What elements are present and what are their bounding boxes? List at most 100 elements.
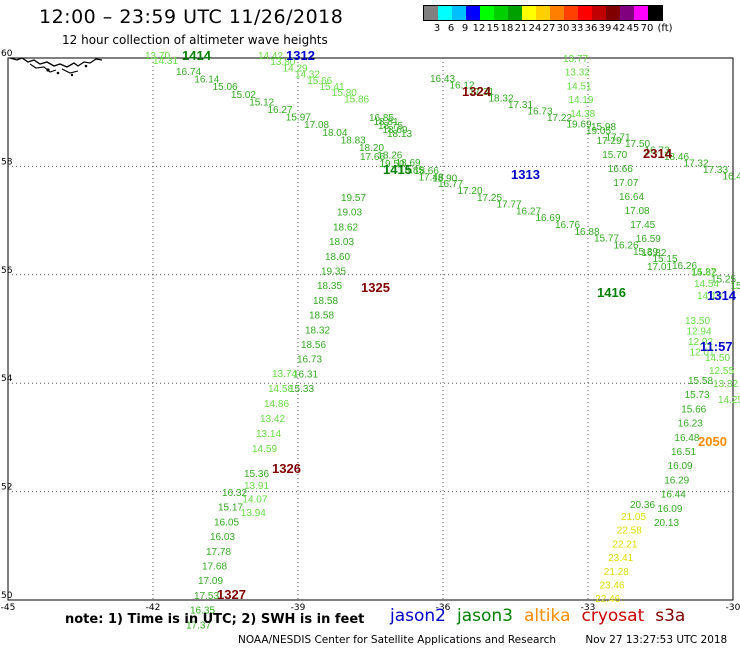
longitude-label: -42: [146, 603, 161, 613]
altimeter-tracks: 13.7014.3116.7416.1415.0615.0215.1216.27…: [145, 51, 740, 631]
scale-swatch: [522, 6, 536, 20]
wave-height-value: 16.64: [619, 192, 644, 203]
wave-height-value: 16.76: [555, 220, 580, 231]
wave-height-value: 16.69: [536, 213, 561, 224]
wave-height-value: 17.48: [419, 172, 444, 183]
scale-label: 70: [640, 23, 654, 34]
wave-height-value: 17.01: [647, 262, 672, 273]
color-scale-legend: 3 6 9 12 15 18 21 24 27 30 33 36 39 42 45 70 (ft): [423, 5, 673, 34]
latitude-label: 58: [1, 157, 13, 167]
wave-height-value: 17.66: [360, 152, 385, 163]
wave-height-value: 16.77: [438, 179, 463, 190]
wave-height-value: 14.31: [153, 56, 178, 67]
latitude-label: 52: [1, 483, 12, 493]
track-segment: 15.36: [244, 469, 269, 480]
latitude-label: 50: [1, 591, 13, 601]
wave-height-value: 16.73: [645, 146, 670, 157]
scale-label: 36: [584, 23, 598, 34]
wave-height-value: 17.32: [684, 159, 709, 170]
lat-lon-grid: 60 58 56 54 52 50 -45 -42 -39 -36 -33 -30: [1, 49, 740, 613]
wave-height-value: 18.81: [374, 117, 399, 128]
wave-height-value: 21.05: [621, 512, 646, 523]
wave-height-value: 15.39: [633, 247, 658, 258]
scale-swatch: [438, 6, 452, 20]
wave-height-value: 15.12: [249, 97, 274, 108]
latitude-label: 54: [1, 374, 13, 384]
wave-height-value: 13.80: [270, 57, 295, 68]
scale-label: 21: [514, 23, 528, 34]
wave-height-value: 14.38: [570, 109, 595, 120]
wave-height-value: 18.60: [325, 252, 350, 263]
wave-height-value: 15.20: [731, 281, 740, 292]
wave-height-value: 17.78: [206, 547, 231, 558]
wave-height-value: 19.57: [341, 193, 366, 204]
wave-height-value: 18.20: [359, 143, 384, 154]
wave-height-value: 19.50: [380, 159, 405, 170]
wave-height-value: 14.19: [697, 291, 722, 302]
wave-height-value: 15.41: [320, 82, 345, 93]
wave-height-value: 16.03: [210, 532, 235, 543]
longitude-label: -39: [291, 603, 306, 613]
credit-text: NOAA/NESDIS Center for Satellite Applica…: [238, 634, 556, 646]
wave-height-value: 15.33: [289, 384, 314, 395]
wave-height-value: 16.43: [430, 74, 455, 85]
scale-label: 27: [542, 23, 556, 34]
wave-height-value: 16.27: [516, 206, 541, 217]
wave-height-value: 14.51: [567, 81, 592, 92]
pass-id-label: 1324: [462, 84, 492, 99]
wave-height-value: 18.46: [664, 152, 689, 163]
wave-height-value: 18.85: [399, 166, 424, 177]
units-note: note: 1) Time is in UTC; 2) SWH is in fe…: [65, 612, 365, 627]
wave-height-value: 15.82: [692, 268, 717, 279]
wave-height-value: 19.05: [586, 126, 611, 137]
wave-height-value: 18.35: [317, 281, 342, 292]
greenland-coastline: [9, 57, 103, 77]
scale-label: 24: [528, 23, 542, 34]
wave-height-value: 13.74: [272, 369, 297, 380]
track-segment: 16.4316.1217.3118.3217.3116.7317.2219.69…: [430, 74, 740, 183]
scale-label: 30: [556, 23, 570, 34]
wave-height-value: 15.36: [244, 469, 269, 480]
wave-height-value: 17.37: [186, 620, 211, 631]
scale-label: 15: [486, 23, 500, 34]
wave-height-value: 20.13: [654, 518, 679, 529]
pass-id-label: 1327: [217, 587, 246, 602]
scale-label: 39: [598, 23, 612, 34]
longitude-label: -33: [581, 603, 596, 613]
wave-height-value: 17.07: [613, 178, 638, 189]
wave-height-value: 16.05: [214, 517, 239, 528]
wave-height-value: 16.48: [674, 433, 699, 444]
scale-swatch: [634, 6, 648, 20]
satellite-name: jason3: [457, 606, 513, 626]
track-segment: 19.57 19.03 18.62 18.03 18.60 19.35 18.35 18.58…: [289, 193, 366, 395]
wave-height-value: 14.86: [264, 399, 289, 410]
wave-height-value: 20.36: [630, 500, 655, 511]
track-segment: 15.58 15.73 15.66 16.23 16.48 16.51 16.09 16.29…: [654, 376, 713, 529]
track-segment: 13.74 14.58 14.86 13.42 13.14 14.59: [252, 369, 297, 455]
wave-height-value: 17.68: [202, 562, 227, 573]
wave-height-value: 18.83: [341, 135, 366, 146]
wave-height-value: 17.08: [304, 120, 329, 131]
wave-height-value: 16.74: [176, 67, 201, 78]
wave-height-value: 15.17: [218, 503, 243, 514]
wave-height-value: 14.58: [268, 384, 293, 395]
wave-height-value: 18.58: [313, 296, 338, 307]
wave-height-value: 17.33: [703, 165, 728, 176]
map-frame: [7, 57, 734, 601]
wave-height-value: 17.09: [198, 576, 223, 587]
wave-height-value: 12.94: [687, 327, 712, 338]
wave-height-value: 15.06: [213, 82, 238, 93]
wave-height-value: 16.14: [194, 75, 219, 86]
track-segment: 21.05 22.58 22.21 23.41 21.28 23.46 22.46: [595, 512, 646, 605]
wave-height-value: 19.35: [321, 267, 346, 278]
wave-height-value: 13.50: [685, 316, 710, 327]
track-segment: 16.7416.1415.0615.0215.1216.2715.9717.08…: [176, 67, 458, 184]
wave-height-value: 14.07: [242, 495, 267, 506]
wave-height-value: 18.03: [329, 237, 354, 248]
wave-height-value: 13.32: [565, 68, 590, 79]
wave-height-value: 12.92: [688, 337, 713, 348]
wave-height-value: 16.44: [661, 490, 686, 501]
